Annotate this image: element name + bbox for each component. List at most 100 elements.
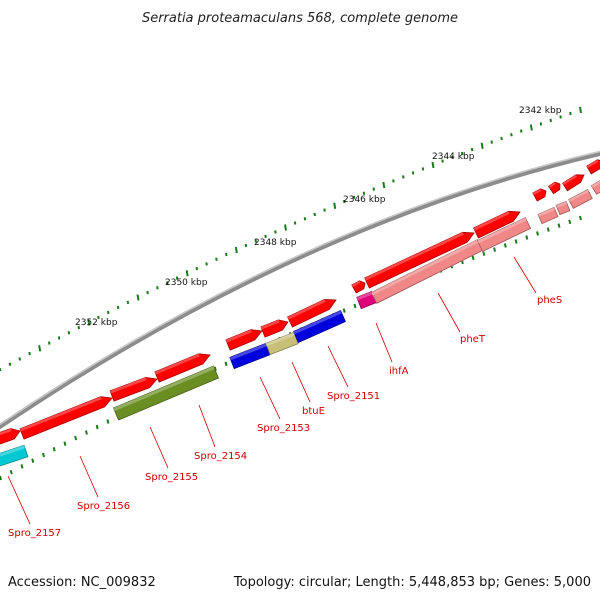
minor-tick (264, 234, 267, 239)
cds-forward-9 (473, 210, 521, 239)
minor-tick (67, 331, 71, 335)
minor-tick (97, 315, 100, 320)
minor-tick (274, 230, 277, 234)
gene-extra-3-highlight (568, 189, 589, 202)
scale-label-2344: 2344 kbp (432, 152, 475, 162)
leader-line-3 (198, 404, 216, 448)
genome-title: Serratia proteamaculans 568, complete ge… (142, 11, 458, 26)
major-tick (333, 202, 337, 209)
inner-tick (9, 469, 13, 475)
inner-tick (536, 231, 540, 236)
major-tick (136, 294, 140, 301)
inner-tick (568, 219, 572, 225)
leader-line-6 (327, 345, 349, 388)
gene-label-spro-2151[interactable]: Spro_2151 (327, 391, 380, 402)
cds-forward-9-highlight (473, 211, 510, 231)
minor-tick (293, 221, 297, 225)
inner-tick (557, 223, 561, 228)
inner-tick (41, 452, 45, 458)
minor-tick (225, 252, 228, 257)
gene-label-phes[interactable]: pheS (537, 295, 562, 306)
minor-tick (343, 199, 346, 204)
inner-tick (503, 243, 507, 248)
genome-backbone-highlight (0, 150, 600, 426)
minor-tick (500, 136, 503, 141)
minor-tick (215, 257, 218, 261)
cds-forward-1 (19, 396, 113, 440)
gene-track (0, 180, 600, 467)
cds-forward-3-highlight (154, 353, 200, 375)
major-tick (579, 106, 582, 114)
minor-tick (175, 276, 179, 280)
inner-tick (353, 303, 357, 309)
minor-tick (461, 151, 464, 156)
scale-label-2342: 2342 kbp (519, 106, 562, 116)
gene-extra-2-highlight (556, 201, 568, 208)
scale-label-2352: 2352 kbp (75, 318, 118, 328)
scale-labels: 2342 kbp 2344 kbp 2346 kbp 2348 kbp 2350… (75, 106, 562, 328)
gene-label-spro-2154[interactable]: Spro_2154 (194, 451, 247, 462)
minor-tick (559, 115, 562, 119)
inner-tick (493, 247, 497, 252)
minor-tick (569, 111, 572, 116)
gene-btue-highlight (265, 332, 295, 347)
minor-tick (166, 281, 169, 285)
major-tick (529, 124, 533, 131)
gene-label-spro-2156[interactable]: Spro_2156 (77, 501, 130, 512)
minor-tick (323, 208, 326, 212)
gene-spro-2157-highlight (0, 445, 26, 457)
major-tick (431, 161, 435, 169)
minor-tick (244, 243, 248, 248)
cds-forward-12-highlight (562, 174, 578, 186)
minor-tick (156, 286, 159, 290)
major-tick (480, 142, 484, 149)
cds-forward-track (0, 159, 600, 445)
gene-label-spro-2153[interactable]: Spro_2153 (257, 423, 310, 434)
major-tick (87, 319, 91, 326)
gene-label-phet[interactable]: pheT (460, 334, 486, 345)
inner-tick (106, 419, 110, 424)
cds-forward-7-highlight (351, 280, 361, 287)
inner-tick (471, 255, 475, 261)
inner-tick (546, 227, 550, 232)
cds-forward-4-highlight (225, 329, 252, 343)
inner-tick (74, 435, 78, 441)
minor-tick (510, 133, 513, 137)
minor-tick (441, 159, 444, 163)
inner-tick (0, 475, 2, 481)
cds-forward-8-highlight (364, 232, 464, 281)
gene-label-ihfa[interactable]: ihfA (389, 366, 409, 377)
cds-forward-1-highlight (20, 396, 102, 432)
genome-backbone (0, 150, 600, 430)
gene-extra-4-highlight (591, 180, 600, 188)
gene-ihfa-highlight (356, 291, 373, 301)
leader-line-9 (513, 256, 537, 294)
inner-tick (52, 447, 56, 452)
minor-tick (303, 217, 307, 221)
minor-tick (402, 175, 405, 179)
gene-label-btue[interactable]: btuE (302, 406, 325, 417)
minor-tick (48, 341, 51, 345)
leader-line-7 (375, 322, 393, 363)
scale-label-2350: 2350 kbp (165, 278, 208, 288)
gene-label-spro-2157[interactable]: Spro_2157 (8, 528, 61, 539)
minor-tick (520, 129, 523, 133)
leader-line-8 (437, 292, 461, 333)
minor-tick (57, 336, 61, 340)
gene-phes-highlight (477, 217, 527, 244)
cds-forward-4 (225, 329, 263, 351)
topology-text: Topology: circular; Length: 5,448,853 bp… (233, 575, 591, 590)
scale-label-2348: 2348 kbp (254, 238, 297, 248)
inner-tick (224, 361, 228, 367)
cds-forward-6-highlight (287, 299, 326, 320)
minor-tick (313, 212, 316, 217)
minor-tick (352, 195, 356, 200)
gene-extra-1-highlight (538, 207, 555, 217)
gene-label-spro-2155[interactable]: Spro_2155 (145, 472, 198, 483)
inner-tick (31, 458, 35, 463)
major-tick (234, 246, 238, 254)
minor-tick (470, 147, 474, 152)
leader-line-4 (259, 376, 281, 420)
cds-forward-5-highlight (261, 319, 280, 330)
